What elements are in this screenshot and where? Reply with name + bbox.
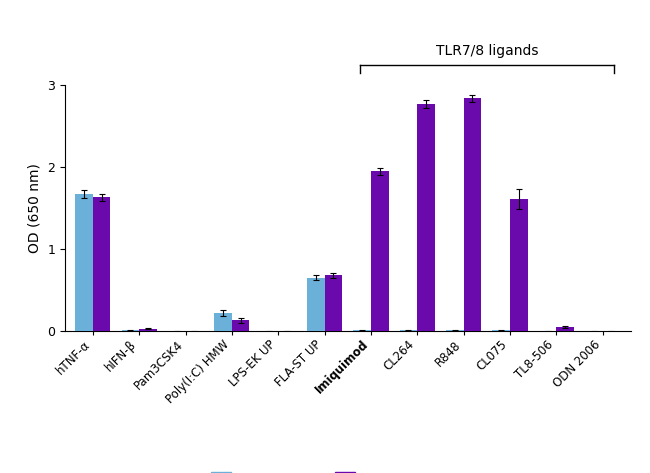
Bar [510, 199, 528, 331]
Bar [232, 320, 250, 331]
Y-axis label: OD (650 nm): OD (650 nm) [28, 163, 42, 253]
Bar [492, 330, 510, 331]
Bar [307, 278, 324, 331]
Text: TLR7/8 ligands: TLR7/8 ligands [436, 44, 538, 58]
Legend: HEK-Dual™, HEK-Dual™ hTLR7: HEK-Dual™, HEK-Dual™ hTLR7 [204, 465, 491, 473]
Bar [214, 313, 232, 331]
Bar [463, 98, 481, 331]
Bar [371, 171, 389, 331]
Bar [93, 197, 110, 331]
Bar [354, 330, 371, 331]
Bar [75, 194, 93, 331]
Bar [446, 330, 463, 331]
Bar [139, 329, 157, 331]
Bar [324, 275, 342, 331]
Bar [417, 104, 435, 331]
Bar [556, 327, 574, 331]
Bar [400, 330, 417, 331]
Bar [122, 330, 139, 331]
